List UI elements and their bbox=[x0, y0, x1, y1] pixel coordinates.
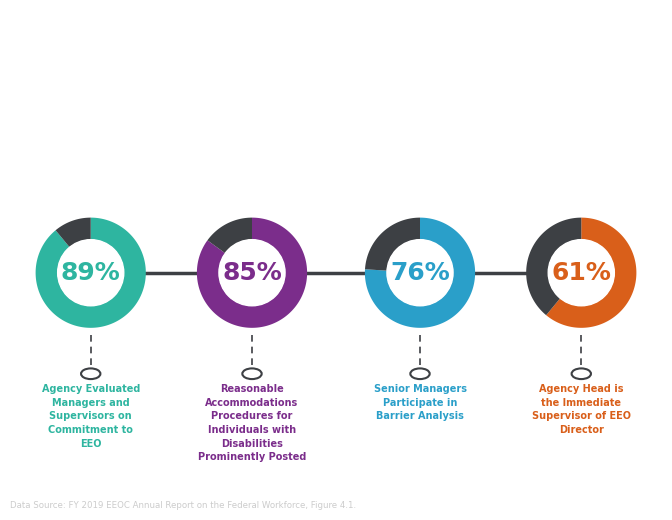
Polygon shape bbox=[56, 217, 91, 247]
Text: 89%: 89% bbox=[61, 261, 120, 285]
Text: 85%: 85% bbox=[222, 261, 282, 285]
Polygon shape bbox=[365, 217, 420, 270]
Text: 76%: 76% bbox=[390, 261, 450, 285]
Polygon shape bbox=[36, 217, 146, 328]
Circle shape bbox=[58, 240, 124, 306]
Text: Agency Head is
the Immediate
Supervisor of EEO
Director: Agency Head is the Immediate Supervisor … bbox=[532, 384, 631, 435]
Circle shape bbox=[548, 240, 614, 306]
Text: Reasonable
Accommodations
Procedures for
Individuals with
Disabilities
Prominent: Reasonable Accommodations Procedures for… bbox=[198, 384, 306, 462]
Polygon shape bbox=[526, 217, 581, 315]
Text: The Percentages of Agencies: The Percentages of Agencies bbox=[100, 27, 572, 56]
Text: Senior Managers
Participate in
Barrier Analysis: Senior Managers Participate in Barrier A… bbox=[374, 384, 466, 421]
Text: Agency Evaluated
Managers and
Supervisors on
Commitment to
EEO: Agency Evaluated Managers and Supervisor… bbox=[42, 384, 140, 449]
Polygon shape bbox=[365, 217, 475, 328]
Polygon shape bbox=[197, 217, 307, 328]
Circle shape bbox=[219, 240, 285, 306]
Polygon shape bbox=[546, 217, 636, 328]
Text: Demonstrating EEO Commitment: Demonstrating EEO Commitment bbox=[61, 77, 611, 106]
Polygon shape bbox=[208, 217, 252, 253]
Text: Data Source: FY 2019 EEOC Annual Report on the Federal Workforce, Figure 4.1.: Data Source: FY 2019 EEOC Annual Report … bbox=[10, 501, 356, 510]
Circle shape bbox=[387, 240, 453, 306]
Text: 61%: 61% bbox=[551, 261, 612, 285]
